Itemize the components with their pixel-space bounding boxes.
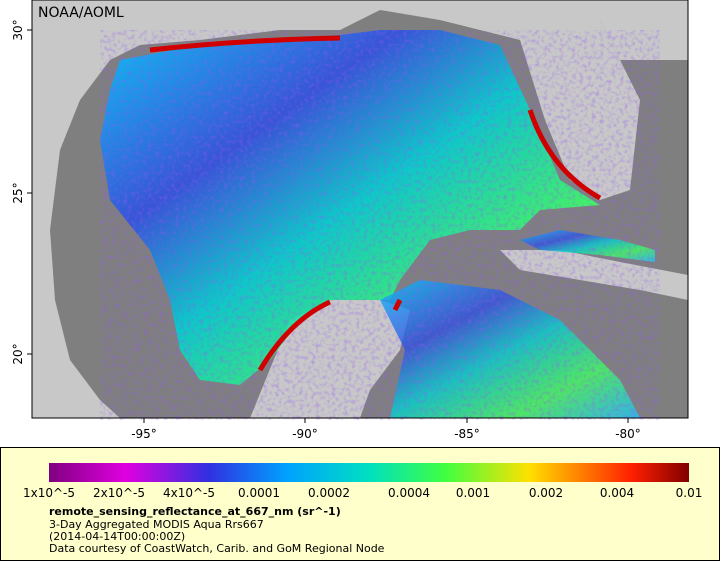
colorbar-label: 0.01: [675, 486, 703, 500]
colorbar-label: 0.0001: [238, 486, 280, 500]
colorbar-label: 4x10^-5: [162, 486, 216, 500]
lat-label: 25°: [11, 182, 25, 203]
source: Data courtesy of CoastWatch, Carib. and …: [49, 542, 385, 555]
lat-label: 20°: [11, 343, 25, 364]
coastal-high-values: [149, 35, 602, 372]
colorbar-label: 0.004: [599, 486, 635, 500]
variable: remote_sensing_reflectance_at_667_nm (sr…: [49, 505, 341, 518]
colorbar: [49, 463, 689, 482]
lat-label: 30°: [11, 19, 25, 40]
colorbar-label: 0.001: [455, 486, 491, 500]
colorbar-label: 0.0002: [308, 486, 350, 500]
map: NOAA/AOML -95° -90° -85° -80° 30° 25° 20°: [11, 0, 689, 441]
legend: remote_sensing_reflectance_at_667_nm (sr…: [0, 447, 720, 561]
colorbar-label: 0.002: [528, 486, 564, 500]
credit: NOAA/AOML: [38, 5, 124, 21]
lon-label: -85°: [454, 427, 480, 441]
colorbar-label: 2x10^-5: [92, 486, 146, 500]
lon-label: -90°: [292, 427, 318, 441]
description: 3-Day Aggregated MODIS Aqua Rrs667: [49, 518, 264, 531]
lon-label: -80°: [615, 427, 641, 441]
time: (2014-04-14T00:00:00Z): [49, 530, 186, 543]
lon-label: -95°: [131, 427, 157, 441]
colorbar-label: 0.0004: [388, 486, 430, 500]
colorbar-label: 1x10^-5: [22, 486, 76, 500]
map-frame: [31, 0, 689, 419]
speckle: [100, 30, 660, 420]
